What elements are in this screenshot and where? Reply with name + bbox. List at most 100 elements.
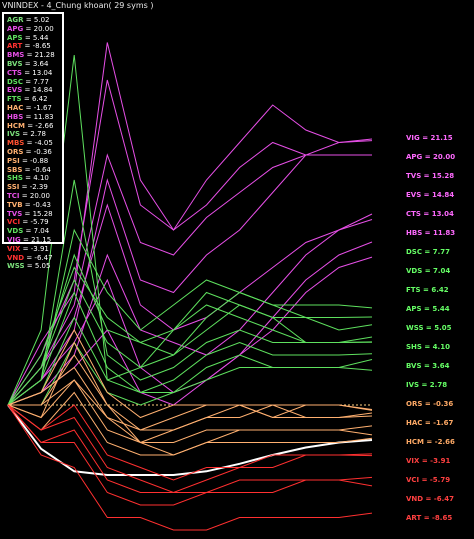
- end-label: BVS = 3.64: [406, 362, 450, 370]
- legend-equals: =: [23, 103, 34, 112]
- legend-item-vci: VCI = -5.79: [7, 218, 59, 227]
- legend-value: 5.44: [32, 33, 49, 42]
- series-line-evs: [7, 219, 373, 406]
- legend-symbol: WSS: [7, 262, 25, 271]
- legend-equals: =: [22, 200, 33, 209]
- legend-item-apg: APG = 20.00: [7, 25, 59, 34]
- legend-equals: =: [22, 174, 34, 183]
- series-line-vnd: [7, 404, 373, 506]
- chart-title: VNINDEX - 4_Chung khoan( 29 syms ): [2, 1, 154, 10]
- legend-symbol: HAC: [7, 103, 24, 112]
- legend-symbol: TVB: [7, 200, 23, 209]
- legend-equals: =: [23, 147, 34, 156]
- legend-value: -0.43: [32, 200, 51, 209]
- series-lines: [7, 42, 373, 531]
- end-label: VCI = -5.79: [406, 476, 450, 484]
- legend-value: 20.00: [29, 191, 50, 200]
- end-label: CTS = 13.04: [406, 210, 454, 218]
- legend-equals: =: [24, 262, 35, 271]
- end-label: ORS = -0.36: [406, 400, 453, 408]
- legend-symbol: FTS: [7, 95, 22, 104]
- legend-item-dsc: DSC = 7.77: [7, 78, 59, 87]
- legend-item-hac: HAC = -1.67: [7, 104, 59, 113]
- legend-symbol: SBS: [7, 165, 23, 174]
- legend-item-bvs: BVS = 3.64: [7, 60, 59, 69]
- legend-item-hcm: HCM = -2.66: [7, 122, 59, 131]
- legend-value: -0.64: [32, 165, 51, 174]
- legend-equals: =: [23, 112, 34, 121]
- end-label: WSS = 5.05: [406, 324, 452, 332]
- legend-equals: =: [21, 68, 33, 77]
- legend-value: -2.66: [35, 121, 54, 130]
- end-label: VIX = -3.91: [406, 457, 450, 465]
- legend-symbol: CTS: [7, 68, 22, 77]
- legend-symbol: ART: [7, 42, 23, 51]
- legend-symbol: AGR: [7, 16, 24, 24]
- legend-equals: =: [24, 121, 36, 130]
- legend-equals: =: [22, 86, 33, 95]
- end-label: HAC = -1.67: [406, 419, 453, 427]
- legend-equals: =: [22, 42, 33, 51]
- end-label: IVS = 2.78: [406, 381, 447, 389]
- legend-symbol: VND: [7, 253, 25, 262]
- legend-value: 5.02: [33, 16, 50, 24]
- legend-equals: =: [24, 253, 35, 262]
- end-label: SHS = 4.10: [406, 343, 450, 351]
- series-line-vds: [7, 253, 373, 406]
- legend-item-mbs: MBS = -4.05: [7, 139, 59, 148]
- legend-symbol: PSI: [7, 156, 20, 165]
- legend-value: 21.15: [31, 235, 52, 244]
- legend-item-fts: FTS = 6.42: [7, 95, 59, 104]
- legend-item-tvs: TVS = 15.28: [7, 210, 59, 219]
- legend-symbol: HBS: [7, 112, 24, 121]
- legend-item-vds: VDS = 7.04: [7, 227, 59, 236]
- legend-value: 5.05: [34, 262, 51, 271]
- legend-symbol: EVS: [7, 86, 23, 95]
- legend-equals: =: [19, 156, 31, 165]
- legend-symbol: TCI: [7, 191, 20, 200]
- series-line-shs: [7, 291, 373, 406]
- legend-equals: =: [22, 59, 33, 68]
- legend-value: -3.91: [30, 244, 49, 253]
- legend-item-tvb: TVB = -0.43: [7, 201, 59, 210]
- legend-value: 6.42: [31, 95, 48, 104]
- end-label: FTS = 6.42: [406, 286, 449, 294]
- legend-box: AGR = 5.02 APG = 20.00 APS = 5.44 ART = -8.…: [2, 12, 64, 270]
- legend-equals: =: [19, 183, 30, 192]
- legend-item-ssi: SSI = -2.39: [7, 183, 59, 192]
- legend-item-hbs: HBS = 11.83: [7, 113, 59, 122]
- end-label: VDS = 7.04: [406, 267, 450, 275]
- legend-value: -1.67: [33, 103, 52, 112]
- legend-value: 21.28: [34, 51, 55, 60]
- legend-value: -4.05: [34, 139, 53, 148]
- legend-equals: =: [23, 16, 34, 24]
- legend-equals: =: [20, 244, 31, 253]
- legend-symbol: APG: [7, 24, 24, 33]
- legend-item-ors: ORS = -0.36: [7, 148, 59, 157]
- end-label: HBS = 11.83: [406, 229, 455, 237]
- series-line-hbs: [7, 256, 373, 406]
- legend-item-tci: TCI = 20.00: [7, 192, 59, 201]
- series-line-tci: [7, 153, 372, 406]
- series-line-tvs: [7, 203, 373, 406]
- series-line-fts: [7, 266, 373, 406]
- legend-equals: =: [23, 227, 34, 236]
- legend-symbol: SHS: [7, 174, 23, 183]
- end-label: DSC = 7.77: [406, 248, 450, 256]
- legend-equals: =: [19, 191, 30, 200]
- legend-value: -5.79: [30, 218, 49, 227]
- legend-value: 13.04: [32, 68, 53, 77]
- legend-item-shs: SHS = 4.10: [7, 174, 59, 183]
- legend-symbol: BVS: [7, 59, 23, 68]
- series-line-ssi: [7, 379, 373, 456]
- end-label: APS = 5.44: [406, 305, 450, 313]
- end-label: TVS = 15.28: [406, 172, 454, 180]
- series-line-ivs: [8, 341, 373, 406]
- legend-equals: =: [20, 218, 31, 227]
- legend-value: 14.84: [32, 86, 53, 95]
- end-label: VIG = 21.15: [406, 134, 453, 142]
- series-line-vnindex: [7, 404, 373, 476]
- legend-equals: =: [24, 139, 35, 148]
- legend-symbol: VIG: [7, 235, 21, 244]
